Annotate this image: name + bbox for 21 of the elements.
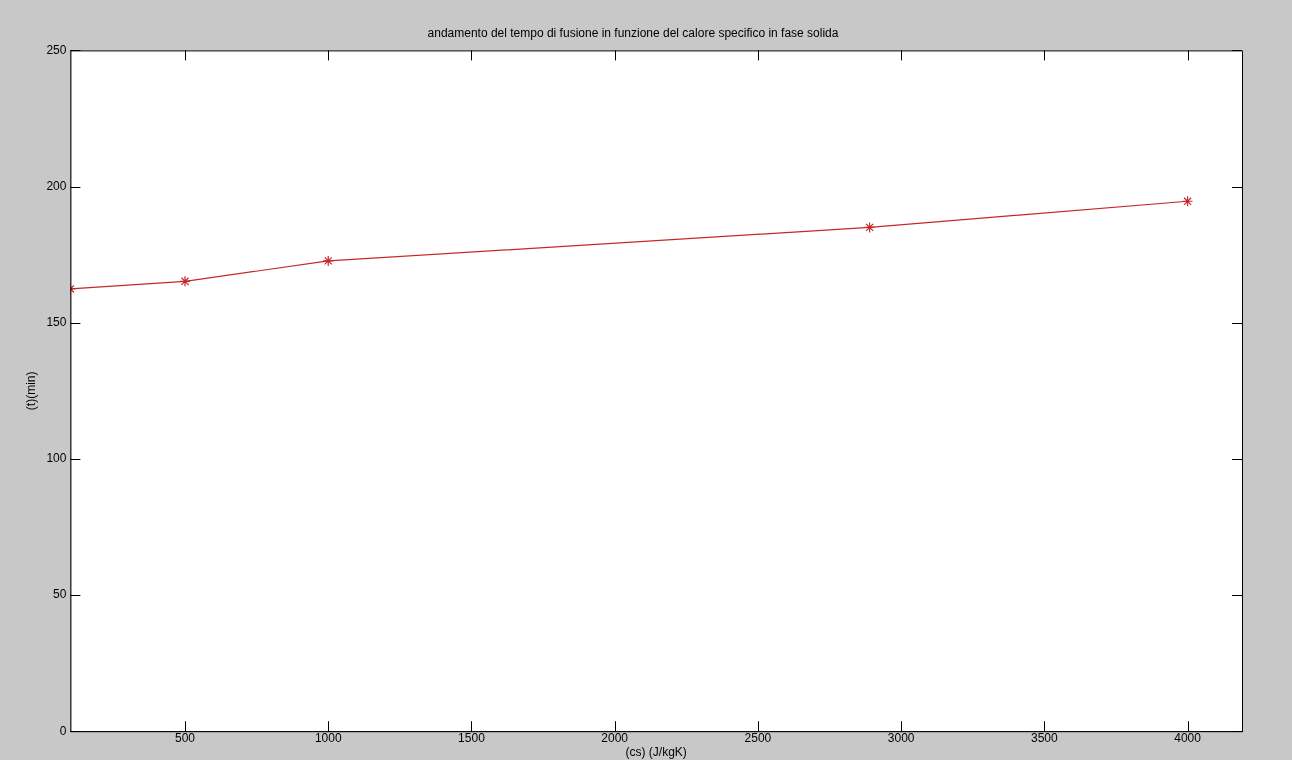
y-tick-label: 250 [46, 42, 67, 57]
chart-title: andamento del tempo di fusione in funzione del calore specifico in fase solida [427, 25, 839, 40]
y-tick-label: 50 [53, 587, 67, 602]
point [1181, 195, 1194, 207]
y-axis-title: (t)(min) [23, 371, 38, 411]
x-tick-label: 3000 [887, 730, 915, 745]
x-tick-label: 4000 [1174, 730, 1202, 745]
point [322, 255, 334, 267]
y-tick-label: 150 [46, 315, 67, 330]
x-tick-label: 2500 [744, 730, 772, 745]
x-axis-title: (cs) (J/kgK) [625, 745, 687, 760]
point [864, 221, 876, 234]
y-tick-label: 0 [59, 723, 67, 738]
x-tick-label: 1500 [458, 730, 486, 745]
y-tick-label: 200 [46, 178, 67, 193]
x-tick-label: 1000 [314, 730, 342, 745]
y-tick-label: 100 [46, 451, 67, 466]
x-tick-label: 3500 [1031, 730, 1059, 745]
x-tick-label: 2000 [601, 730, 629, 745]
x-tick-label: 500 [174, 730, 196, 745]
point [179, 275, 191, 287]
